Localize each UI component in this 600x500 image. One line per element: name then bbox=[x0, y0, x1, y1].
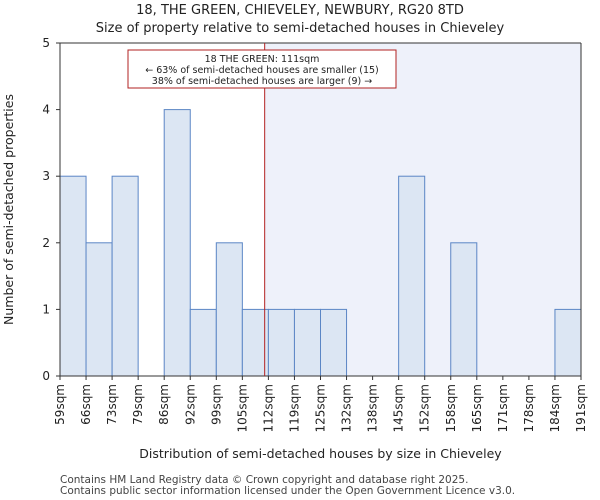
x-tick-label: 92sqm bbox=[183, 384, 197, 425]
x-tick-label: 73sqm bbox=[105, 384, 119, 425]
x-tick-label: 105sqm bbox=[235, 384, 249, 432]
x-axis-title: Distribution of semi-detached houses by … bbox=[139, 446, 502, 461]
x-tick-label: 86sqm bbox=[157, 384, 171, 425]
x-tick-label: 152sqm bbox=[418, 384, 432, 432]
y-tick-label: 1 bbox=[42, 302, 50, 316]
histogram-bar bbox=[189, 308, 217, 377]
y-tick-label: 2 bbox=[42, 236, 50, 250]
x-tick-label: 59sqm bbox=[53, 384, 67, 425]
annotation-line: ← 63% of semi-detached houses are smalle… bbox=[145, 65, 379, 76]
y-tick-label: 4 bbox=[42, 103, 50, 117]
footer-line-1: Contains HM Land Registry data © Crown c… bbox=[60, 474, 469, 486]
histogram-bar bbox=[111, 175, 139, 377]
x-tick-label: 138sqm bbox=[366, 384, 380, 432]
histogram-bar bbox=[320, 308, 348, 377]
y-tick-label: 0 bbox=[42, 369, 50, 383]
x-tick-label: 132sqm bbox=[340, 384, 354, 432]
x-tick-label: 66sqm bbox=[79, 384, 93, 425]
footer-line-2: Contains public sector information licen… bbox=[60, 485, 516, 497]
histogram-bar bbox=[241, 308, 269, 377]
annotation-line: 18 THE GREEN: 111sqm bbox=[205, 54, 320, 65]
annotation-line: 38% of semi-detached houses are larger (… bbox=[152, 76, 372, 87]
x-tick-label: 178sqm bbox=[522, 384, 536, 432]
x-tick-label: 165sqm bbox=[470, 384, 484, 432]
x-tick-label: 112sqm bbox=[261, 384, 275, 432]
chart-subtitle: Size of property relative to semi-detach… bbox=[95, 21, 505, 36]
histogram-bar bbox=[267, 308, 295, 377]
x-tick-label: 79sqm bbox=[131, 384, 145, 425]
x-tick-label: 125sqm bbox=[314, 384, 328, 432]
x-tick-label: 171sqm bbox=[496, 384, 510, 432]
histogram-bar bbox=[59, 175, 87, 377]
chart-title: 18, THE GREEN, CHIEVELEY, NEWBURY, RG20 … bbox=[136, 3, 464, 18]
x-tick-label: 145sqm bbox=[392, 384, 406, 432]
histogram-bar bbox=[85, 242, 113, 377]
histogram-bar bbox=[215, 242, 243, 377]
y-axis-title: Number of semi-detached properties bbox=[1, 94, 16, 325]
x-tick-label: 158sqm bbox=[444, 384, 458, 432]
histogram-bar bbox=[450, 242, 478, 377]
annotation-box bbox=[127, 49, 397, 89]
x-tick-label: 99sqm bbox=[209, 384, 223, 425]
y-tick-label: 3 bbox=[42, 169, 50, 183]
x-tick-label: 184sqm bbox=[548, 384, 562, 432]
y-tick-label: 5 bbox=[42, 36, 50, 50]
histogram-bar bbox=[554, 308, 582, 377]
x-tick-label: 191sqm bbox=[574, 384, 588, 432]
histogram-bar bbox=[293, 308, 322, 377]
x-tick-label: 119sqm bbox=[287, 384, 301, 432]
histogram-bar bbox=[163, 109, 191, 377]
histogram-bar bbox=[398, 175, 426, 377]
